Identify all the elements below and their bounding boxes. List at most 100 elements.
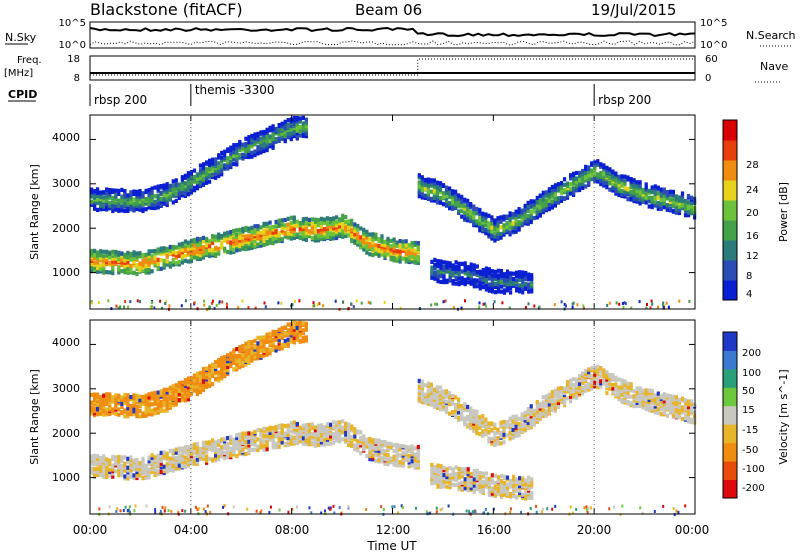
range-gate-cell bbox=[220, 244, 224, 249]
range-gate-cell bbox=[126, 411, 130, 416]
range-gate-cell bbox=[508, 225, 512, 230]
range-gate-cell bbox=[529, 199, 533, 204]
range-gate-cell bbox=[493, 220, 497, 225]
range-gate-cell bbox=[620, 397, 624, 402]
range-gate-cell bbox=[596, 161, 600, 166]
range-gate-cell bbox=[526, 216, 530, 221]
range-gate-cell bbox=[374, 451, 378, 456]
range-gate-cell bbox=[159, 454, 163, 459]
range-gate-cell bbox=[238, 357, 242, 363]
range-gate-cell bbox=[569, 186, 573, 191]
range-gate-cell bbox=[404, 445, 408, 450]
range-gate-cell bbox=[123, 263, 127, 268]
range-gate-cell bbox=[383, 440, 387, 445]
range-gate-cell bbox=[150, 254, 154, 259]
range-gate-cell bbox=[602, 368, 606, 373]
range-gate-cell bbox=[386, 462, 390, 467]
range-gate-cell bbox=[647, 199, 651, 204]
range-gate-cell bbox=[256, 224, 260, 229]
range-gate-cell bbox=[587, 384, 591, 390]
range-gate-cell bbox=[247, 449, 251, 454]
range-gate-cell bbox=[208, 380, 212, 385]
range-gate-cell bbox=[310, 230, 314, 235]
range-gate-cell bbox=[262, 429, 266, 434]
range-gate-cell bbox=[374, 458, 378, 463]
range-gate-cell bbox=[493, 234, 497, 239]
range-gate-cell bbox=[235, 446, 239, 451]
range-gate-cell bbox=[451, 205, 455, 210]
range-gate-cell bbox=[493, 430, 497, 435]
range-gate-cell bbox=[226, 442, 230, 447]
range-gate-cell bbox=[638, 392, 642, 397]
range-gate-cell bbox=[156, 460, 160, 465]
range-gate-cell bbox=[377, 448, 381, 454]
range-gate-cell bbox=[454, 402, 458, 408]
range-gate-cell bbox=[147, 459, 151, 464]
range-gate-cell bbox=[259, 235, 263, 241]
range-gate-cell bbox=[253, 228, 257, 233]
range-gate-cell bbox=[162, 192, 166, 197]
range-gate-cell bbox=[478, 215, 482, 220]
range-gate-cell bbox=[417, 180, 421, 185]
range-gate-cell bbox=[420, 187, 424, 192]
range-gate-cell bbox=[686, 193, 691, 199]
range-gate-cell bbox=[490, 281, 494, 286]
range-gate-cell bbox=[398, 460, 402, 465]
range-gate-cell bbox=[688, 299, 691, 303]
range-gate-cell bbox=[223, 441, 227, 446]
range-gate-cell bbox=[371, 240, 375, 245]
range-gate-cell bbox=[623, 382, 627, 387]
power-cbar-tick: 8 bbox=[746, 271, 752, 282]
range-gate-cell bbox=[407, 258, 411, 263]
range-gate-cell bbox=[614, 171, 618, 176]
range-gate-cell bbox=[512, 276, 516, 282]
range-gate-cell bbox=[183, 378, 187, 383]
range-gate-cell bbox=[651, 302, 653, 305]
range-gate-cell bbox=[478, 422, 482, 427]
range-gate-cell bbox=[220, 158, 224, 163]
range-gate-cell bbox=[90, 400, 94, 405]
range-gate-cell bbox=[329, 441, 333, 446]
range-gate-cell bbox=[238, 152, 242, 157]
range-gate-cell bbox=[162, 265, 166, 270]
range-gate-cell bbox=[445, 260, 449, 265]
range-gate-cell bbox=[584, 171, 588, 176]
range-gate-cell bbox=[286, 222, 290, 227]
range-gate-cell bbox=[380, 252, 384, 257]
range-gate-cell bbox=[259, 142, 263, 148]
range-gate-cell bbox=[147, 254, 151, 259]
range-gate-cell bbox=[168, 244, 172, 250]
range-gate-cell bbox=[177, 384, 181, 389]
range-gate-cell bbox=[280, 124, 284, 129]
range-gate-cell bbox=[436, 259, 440, 264]
range-gate-cell bbox=[129, 470, 133, 475]
range-gate-cell bbox=[229, 244, 233, 249]
range-gate-cell bbox=[217, 372, 221, 377]
range-gate-cell bbox=[371, 237, 375, 242]
range-gate-cell bbox=[398, 249, 402, 254]
range-gate-cell bbox=[472, 263, 476, 268]
range-gate-cell bbox=[441, 392, 446, 398]
range-gate-cell bbox=[114, 196, 118, 201]
range-gate-cell bbox=[602, 171, 606, 176]
range-gate-cell bbox=[244, 153, 248, 158]
range-gate-cell bbox=[436, 273, 440, 278]
range-gate-cell bbox=[401, 256, 405, 261]
range-gate-cell bbox=[186, 382, 190, 387]
range-gate-cell bbox=[126, 253, 130, 258]
range-gate-cell bbox=[171, 244, 175, 250]
range-gate-cell bbox=[292, 335, 296, 340]
range-gate-cell bbox=[362, 444, 366, 450]
range-gate-cell bbox=[289, 441, 293, 446]
range-gate-cell bbox=[416, 447, 420, 452]
range-gate-cell bbox=[448, 266, 452, 271]
range-gate-cell bbox=[553, 394, 557, 399]
range-gate-cell bbox=[578, 378, 582, 383]
range-gate-cell bbox=[186, 188, 190, 193]
range-gate-cell bbox=[423, 383, 427, 388]
range-gate-cell bbox=[135, 254, 139, 259]
range-gate-cell bbox=[590, 377, 594, 382]
range-gate-cell bbox=[448, 200, 452, 206]
range-gate-cell bbox=[484, 431, 488, 436]
range-gate-cell bbox=[544, 408, 548, 413]
